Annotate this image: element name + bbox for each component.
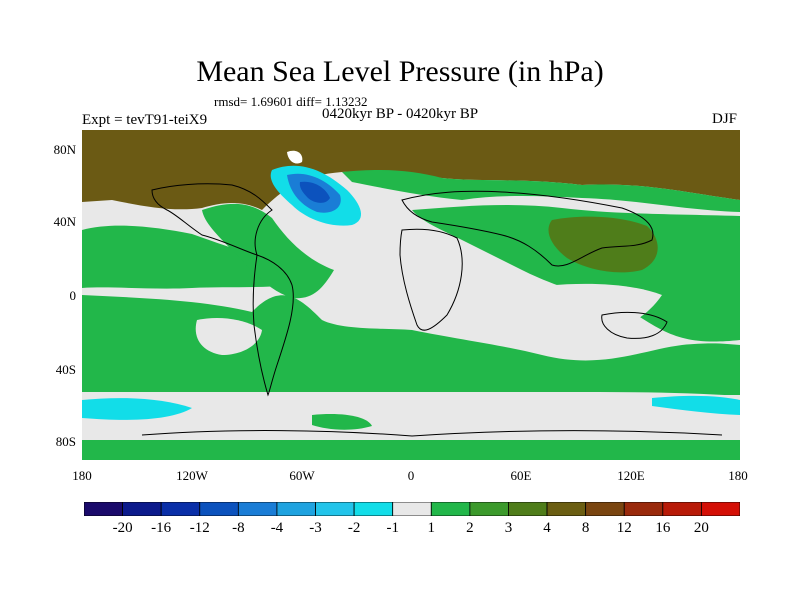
season-label: DJF <box>712 111 738 127</box>
lat-label-80n: 80N <box>53 142 76 157</box>
region-cyan-south1 <box>82 398 192 420</box>
colorbar-label: 4 <box>543 520 551 536</box>
region-darkblue-natl <box>299 181 330 203</box>
colorbar-swatch <box>122 502 162 516</box>
colorbar-label: 1 <box>427 520 436 536</box>
colorbar-swatch <box>546 502 587 516</box>
colorbar-swatch <box>469 502 509 516</box>
lon-label-180e: 180 <box>728 468 748 483</box>
region-white-arctic <box>287 150 303 164</box>
region-brown-asia <box>548 216 658 273</box>
colorbar-swatch <box>623 502 664 516</box>
region-green-south <box>82 295 740 396</box>
colorbar-swatch <box>84 502 123 516</box>
colorbar-swatch <box>662 502 702 516</box>
colorbar-label: -3 <box>309 520 322 536</box>
lat-label-80s: 80S <box>55 434 76 449</box>
lat-label-0: 0 <box>69 288 77 303</box>
colorbar-label: 12 <box>616 520 632 536</box>
coastlines <box>141 183 723 437</box>
lat-label-40n: 40N <box>53 214 76 229</box>
region-cyan-south2 <box>652 395 740 415</box>
colorbar-label: -2 <box>347 520 361 536</box>
subtitle: 0420kyr BP - 0420kyr BP <box>322 106 479 122</box>
region-green-asia <box>412 204 740 342</box>
colorbar-label: -8 <box>232 520 245 536</box>
colorbar-swatch <box>315 502 355 516</box>
lon-label-120w: 120W <box>176 468 208 483</box>
colorbar-label: 20 <box>693 520 709 536</box>
region-green-atlantic <box>202 203 334 299</box>
colorbar-label: -12 <box>189 520 210 536</box>
colorbar-label: -1 <box>386 520 399 536</box>
colorbar-label: -20 <box>112 520 133 536</box>
region-neutral-southpac <box>195 318 262 355</box>
lon-label-60e: 60E <box>510 468 532 483</box>
region-green-antarctic <box>82 440 740 460</box>
lon-label-180w: 180 <box>72 468 92 483</box>
colorbar-swatch <box>199 502 239 516</box>
pressure-map <box>82 130 740 460</box>
colorbar-swatch <box>353 502 394 516</box>
region-green-southpatch <box>312 414 372 430</box>
lon-label-0: 0 <box>407 468 415 483</box>
region-neutral-south <box>82 395 740 440</box>
colorbar-swatch <box>508 502 548 516</box>
region-green-north <box>342 170 740 212</box>
colorbar-label: 8 <box>581 520 590 536</box>
colorbar-label: 2 <box>466 520 474 536</box>
experiment-label: Expt = tevT91-teiX9 <box>82 112 208 128</box>
colorbar-swatch <box>276 502 316 516</box>
lon-label-120e: 120E <box>617 468 645 483</box>
colorbar-swatch <box>585 502 625 516</box>
colorbar-swatch <box>701 502 740 516</box>
colorbar-swatch <box>160 502 201 516</box>
region-neutral-indian <box>512 283 662 342</box>
colorbar-label: -16 <box>151 520 172 536</box>
colorbar-swatch <box>237 502 278 516</box>
colorbar-label: 3 <box>504 520 513 536</box>
colorbar <box>84 502 740 516</box>
colorbar-label: 16 <box>655 520 671 536</box>
lat-label-40s: 40S <box>55 362 76 377</box>
lon-label-60w: 60W <box>289 468 315 483</box>
colorbar-swatch <box>430 502 471 516</box>
colorbar-label: -4 <box>270 520 284 536</box>
stats-text: rmsd= 1.69601 diff= 1.13232 <box>214 94 368 109</box>
colorbar-swatch <box>392 502 432 516</box>
chart-title: Mean Sea Level Pressure (in hPa) <box>196 55 604 88</box>
